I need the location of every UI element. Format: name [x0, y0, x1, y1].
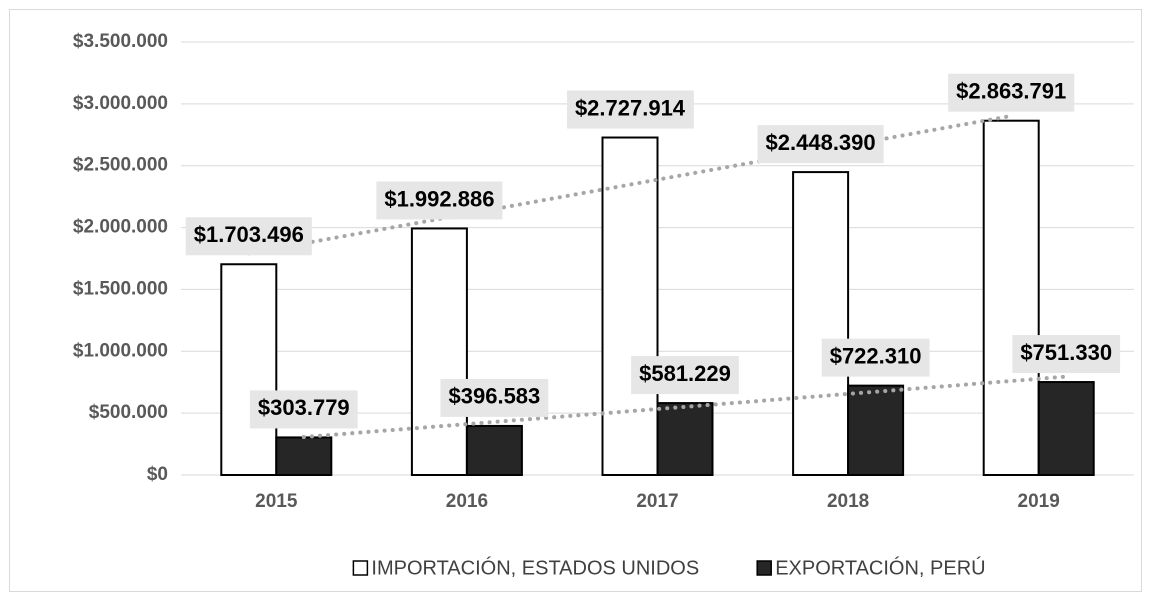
y-tick-label: $2.500.000 [73, 155, 168, 176]
x-tick-label: 2018 [827, 491, 869, 512]
value-label: $1.992.886 [384, 186, 494, 211]
value-label-bg [249, 390, 358, 429]
value-label-bg [821, 338, 930, 377]
bar [410, 227, 468, 476]
legend: IMPORTACIÓN, ESTADOS UNIDOS EXPORTACIÓN, … [352, 556, 986, 579]
value-label-group: $2.863.791 [948, 73, 1075, 112]
trendline [301, 374, 1069, 440]
value-label: $303.779 [258, 395, 350, 420]
legend-label: EXPORTACIÓN, PERÚ [775, 556, 985, 579]
y-tick-label: $3.000.000 [73, 93, 168, 114]
value-label-bg [376, 181, 503, 220]
y-tick-label: $2.000.000 [73, 217, 168, 238]
value-label: $722.310 [830, 343, 922, 368]
value-label: $1.703.496 [194, 222, 304, 247]
value-label: $2.863.791 [956, 79, 1066, 104]
y-tick-label: $500.000 [89, 402, 168, 423]
value-label-bg [185, 217, 312, 256]
trendline [246, 113, 1014, 256]
value-label: $751.330 [1020, 340, 1112, 365]
legend-label: IMPORTACIÓN, ESTADOS UNIDOS [371, 556, 699, 579]
bar [656, 402, 714, 476]
bar [1037, 381, 1095, 476]
bar [465, 424, 523, 476]
value-label-group: $396.583 [440, 378, 549, 417]
x-tick-label: 2015 [255, 491, 298, 512]
value-label-group: $751.330 [1012, 335, 1121, 374]
value-label-group: $1.703.496 [185, 217, 312, 256]
value-label: $2.448.390 [766, 130, 876, 155]
y-tick-label: $1.500.000 [73, 278, 168, 299]
value-label-group: $2.727.914 [566, 90, 694, 129]
bar [275, 436, 333, 477]
value-label: $581.229 [639, 361, 731, 386]
bar [220, 263, 278, 476]
value-label-group: $581.229 [631, 356, 739, 395]
value-label: $396.583 [449, 384, 541, 409]
value-label-bg [1012, 335, 1121, 374]
x-tick-label: 2019 [1018, 491, 1060, 512]
legend-swatch [756, 560, 772, 576]
value-label-group: $2.448.390 [757, 125, 884, 164]
value-label-group: $303.779 [249, 390, 358, 429]
bar [601, 136, 659, 476]
value-label-bg [757, 125, 884, 164]
value-label-group: $722.310 [821, 338, 930, 377]
y-tick-label: $0 [147, 464, 168, 485]
y-tick-label: $3.500.000 [73, 31, 168, 52]
value-label-bg [566, 90, 694, 129]
bar [792, 171, 850, 476]
value-label: $2.727.914 [575, 95, 686, 120]
x-tick-label: 2017 [636, 491, 678, 512]
value-label-group: $1.992.886 [376, 181, 503, 220]
bar [847, 384, 905, 476]
legend-swatch [352, 560, 369, 576]
value-label-bg [948, 73, 1075, 112]
value-label-bg [631, 356, 739, 395]
value-label-bg [440, 378, 549, 417]
x-tick-label: 2016 [446, 491, 488, 512]
bar [982, 119, 1040, 477]
y-tick-label: $1.000.000 [73, 340, 168, 361]
